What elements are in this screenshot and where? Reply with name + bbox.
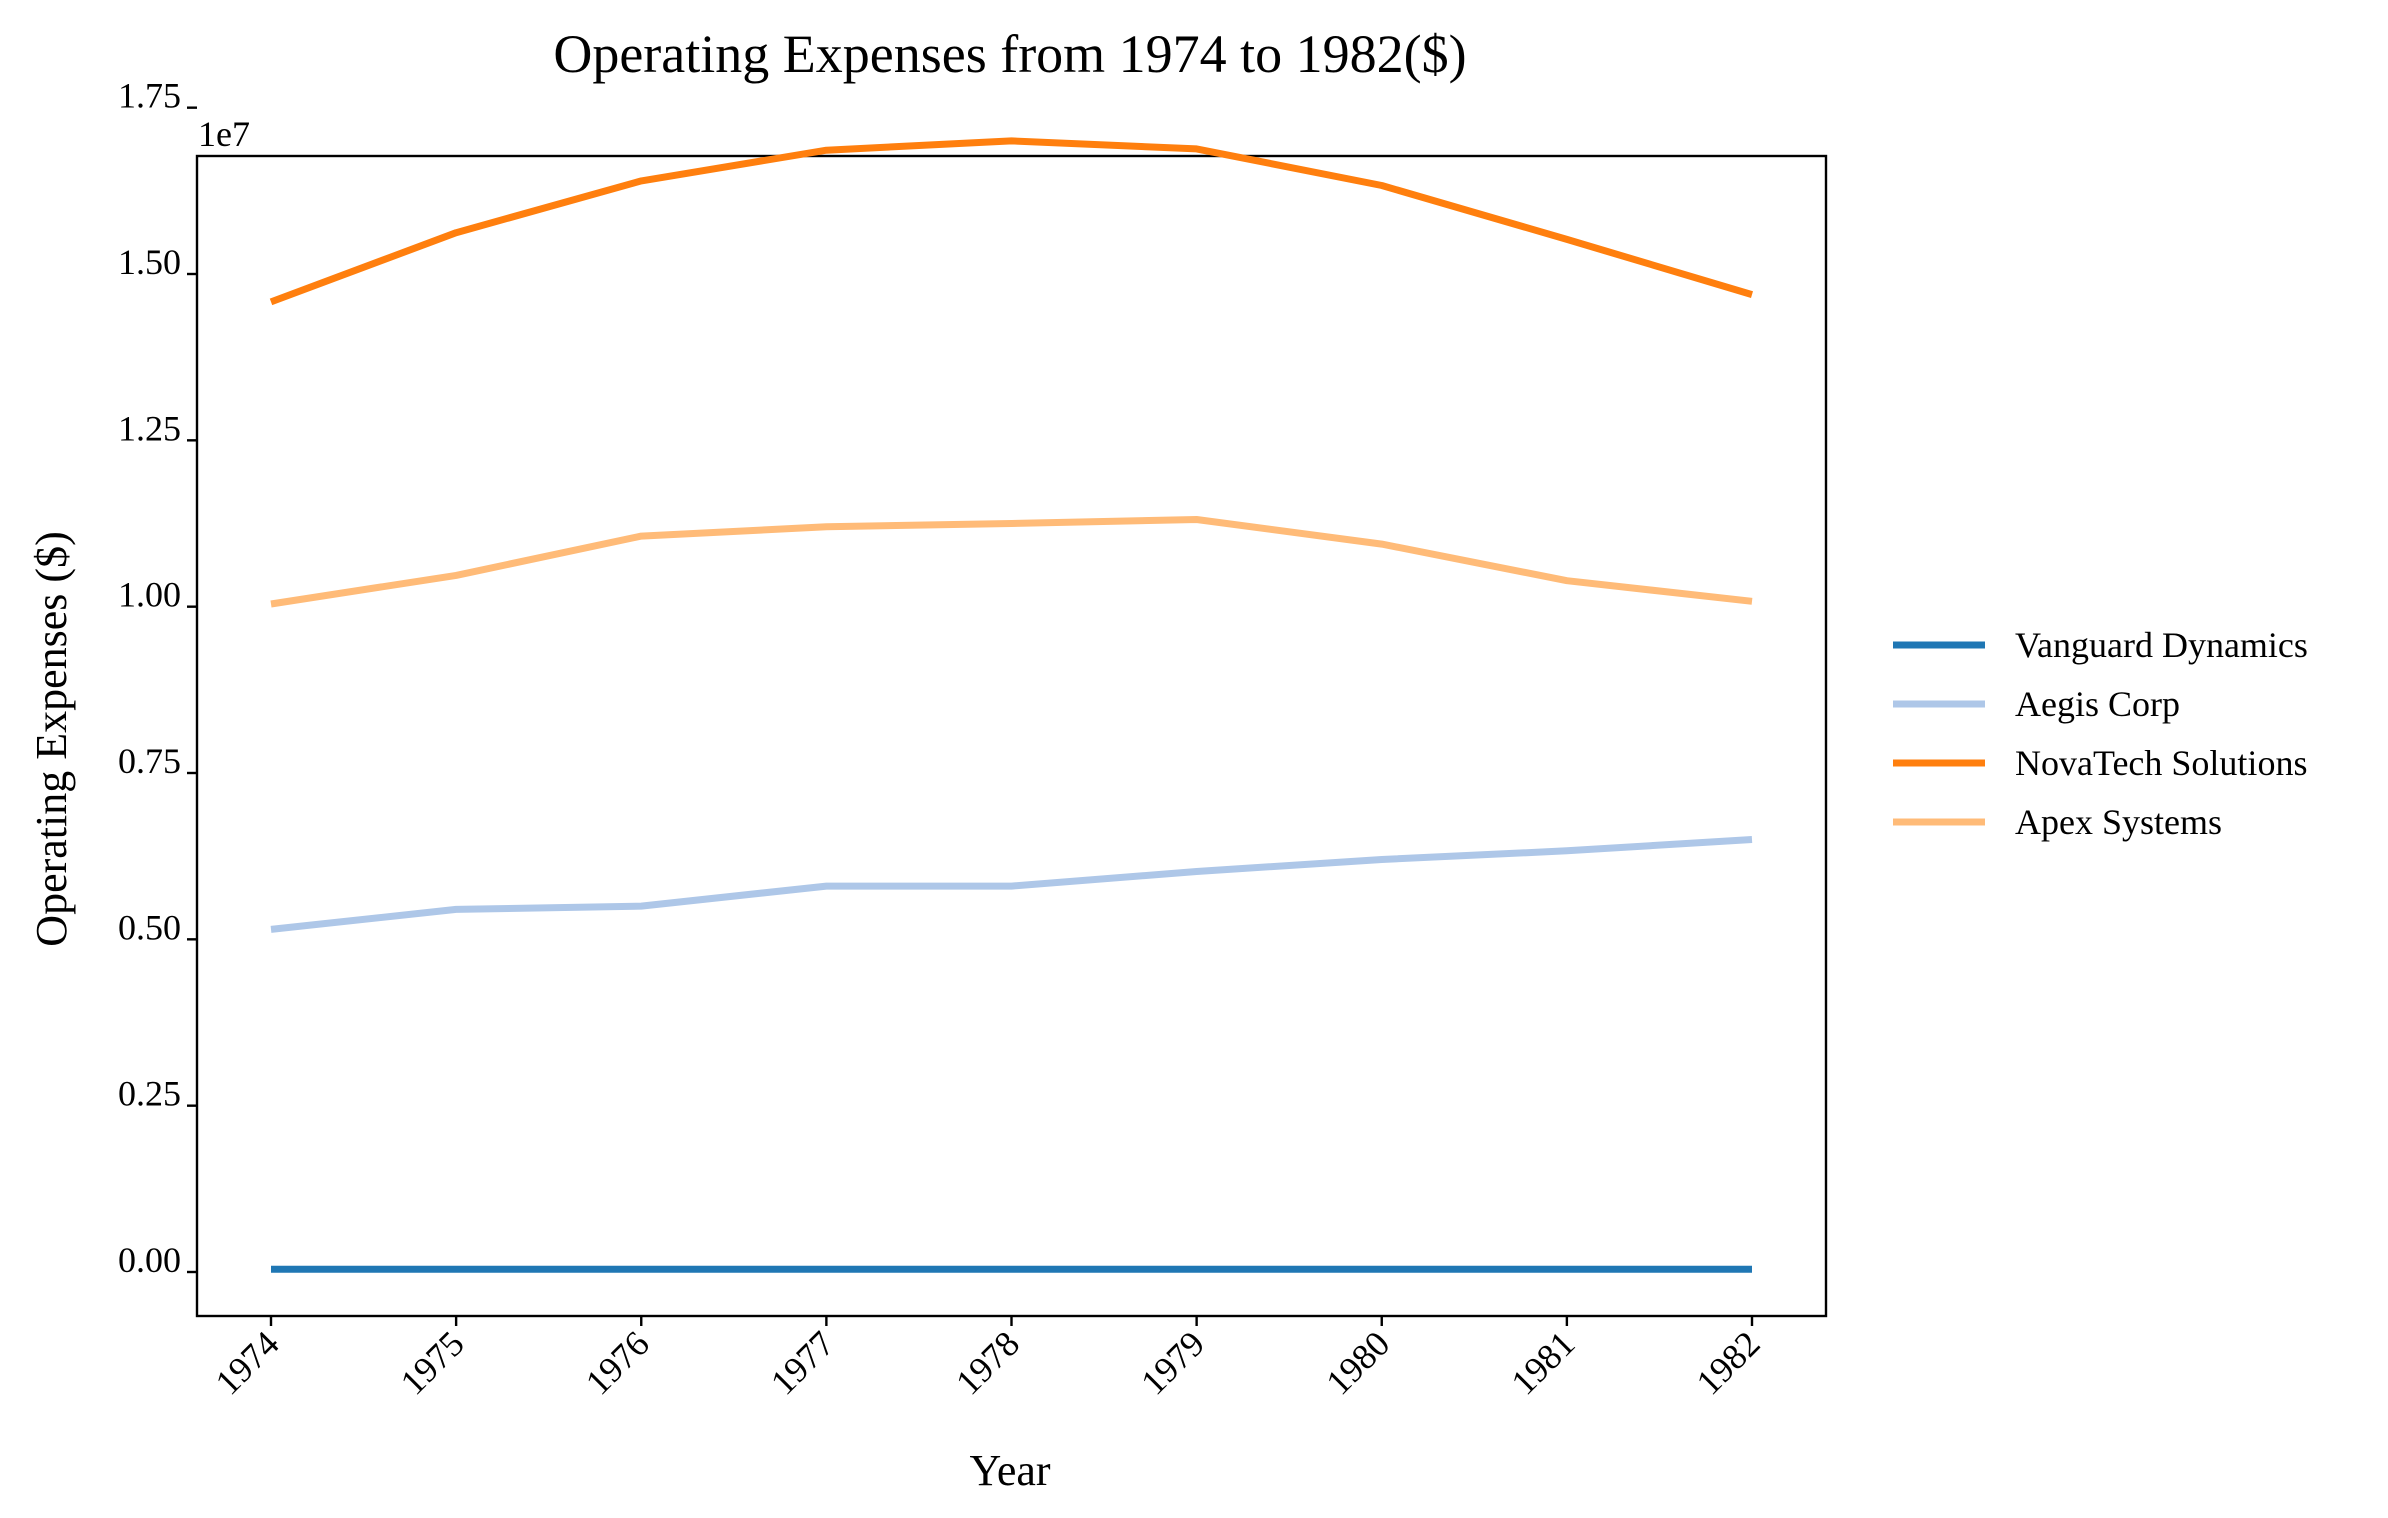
- x-tick-label: 1976: [578, 1323, 657, 1402]
- x-tick-label: 1974: [207, 1323, 286, 1402]
- y-tick-label: 0.75: [118, 741, 181, 781]
- legend-label-novatech-solutions: NovaTech Solutions: [2015, 743, 2307, 783]
- x-tick-label: 1978: [948, 1323, 1027, 1402]
- legend-label-aegis-corp: Aegis Corp: [2015, 684, 2180, 724]
- y-tick-label: 1.75: [118, 76, 181, 116]
- y-tick-label: 1.25: [118, 408, 181, 448]
- x-tick-label: 1975: [393, 1323, 472, 1402]
- y-tick-label: 1.00: [118, 575, 181, 615]
- y-tick-label: 1.50: [118, 242, 181, 282]
- x-axis-label: Year: [969, 1446, 1050, 1495]
- x-tick-label: 1981: [1503, 1323, 1582, 1402]
- plot-frame: [195, 154, 1828, 1318]
- legend-label-vanguard-dynamics: Vanguard Dynamics: [2015, 625, 2308, 665]
- y-axis-offset-label: 1e7: [198, 114, 250, 154]
- series-line-novatech-solutions: [269, 137, 1754, 306]
- chart-title: Operating Expenses from 1974 to 1982($): [553, 24, 1466, 84]
- legend: Vanguard Dynamics Aegis Corp NovaTech Solu…: [1893, 625, 2308, 842]
- x-tick-label: 1977: [763, 1323, 842, 1402]
- series-line-aegis-corp: [270, 836, 1753, 933]
- plot-area: 0.00 0.25 0.50 0.75 1.00 1.25 1.50 1.75 1974 1975…: [118, 76, 1828, 1403]
- series-line-apex-systems: [270, 516, 1753, 608]
- y-tick-label: 0.00: [118, 1240, 181, 1280]
- x-tick-label: 1980: [1318, 1323, 1397, 1402]
- y-tick-label: 0.25: [118, 1074, 181, 1114]
- legend-label-apex-systems: Apex Systems: [2015, 802, 2222, 842]
- x-tick-label: 1979: [1133, 1323, 1212, 1402]
- x-tick-label: 1982: [1688, 1323, 1767, 1402]
- y-tick-label: 0.50: [118, 907, 181, 947]
- y-axis-label: Operating Expenses ($): [27, 531, 76, 946]
